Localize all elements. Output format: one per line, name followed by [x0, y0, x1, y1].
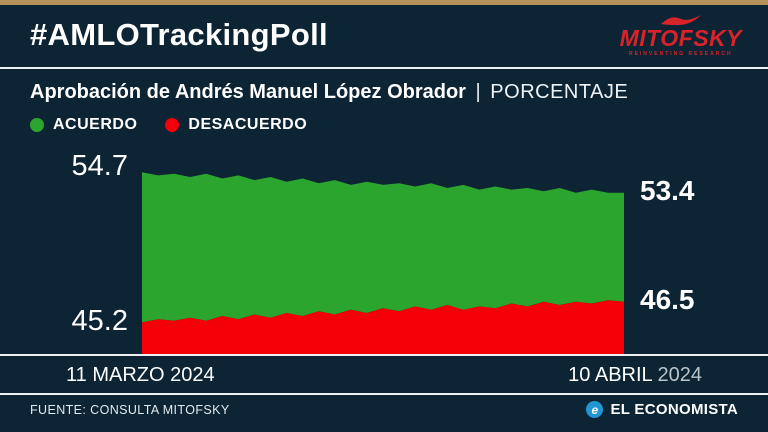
- mitofsky-eagle-icon: [660, 15, 701, 26]
- legend-label-desacuerdo: DESACUERDO: [188, 116, 308, 133]
- start-value-labels: 54.7 45.2: [30, 150, 142, 354]
- desacuerdo-dot-icon: [165, 118, 180, 132]
- mitofsky-tagline: REINVENTING RESEARCH: [628, 51, 733, 57]
- desacuerdo-end-value: 46.5: [640, 284, 695, 315]
- title-separator: |: [475, 81, 481, 103]
- mitofsky-logo: MITOFSKY REINVENTING RESEARCH: [620, 13, 742, 57]
- header: #AMLOTrackingPoll MITOFSKY REINVENTING R…: [0, 5, 768, 67]
- start-date-label: 11 MARZO 2024: [66, 364, 215, 386]
- end-date-label: 10 ABRIL 2024: [568, 364, 702, 387]
- acuerdo-dot-icon: [30, 118, 44, 132]
- top-accent-strip: [0, 0, 768, 5]
- acuerdo-start-value: 54.7: [71, 150, 128, 182]
- el-economista-wordmark: EL ECONOMISTA: [610, 401, 738, 418]
- mitofsky-wordmark: MITOFSKY: [619, 25, 742, 51]
- end-value-labels: 53.4 46.5: [624, 158, 742, 354]
- chart-title: Aprobación de Andrés Manuel López Obrado…: [30, 81, 466, 103]
- legend: ACUERDO DESACUERDO: [0, 108, 768, 140]
- tracking-chart: [142, 172, 624, 354]
- el-economista-logo: e EL ECONOMISTA: [586, 401, 738, 418]
- acuerdo-end-value: 53.4: [640, 175, 695, 206]
- end-date-year: 2024: [657, 364, 703, 386]
- chart-plot-area: [142, 158, 624, 354]
- footer-divider: [0, 393, 768, 395]
- legend-item-acuerdo: ACUERDO: [30, 116, 137, 134]
- footer: FUENTE: CONSULTA MITOFSKY e EL ECONOMIST…: [0, 395, 768, 423]
- end-date-main: 10 ABRIL: [568, 364, 652, 386]
- chart-subtitle: PORCENTAJE: [490, 81, 629, 103]
- page-title: #AMLOTrackingPoll: [30, 17, 328, 52]
- chart-baseline-divider: [0, 354, 768, 356]
- chart-title-row: Aprobación de Andrés Manuel López Obrado…: [0, 69, 768, 108]
- el-economista-icon: e: [586, 401, 604, 418]
- legend-label-acuerdo: ACUERDO: [53, 116, 138, 133]
- chart-region: 54.7 45.2 53.4 46.5: [30, 150, 742, 354]
- desacuerdo-start-value: 45.2: [71, 305, 128, 337]
- source-credit: FUENTE: CONSULTA MITOFSKY: [30, 402, 230, 417]
- legend-item-desacuerdo: DESACUERDO: [165, 116, 307, 134]
- header-divider: [0, 67, 768, 69]
- x-axis-dates: 11 MARZO 2024 10 ABRIL 2024: [0, 356, 768, 393]
